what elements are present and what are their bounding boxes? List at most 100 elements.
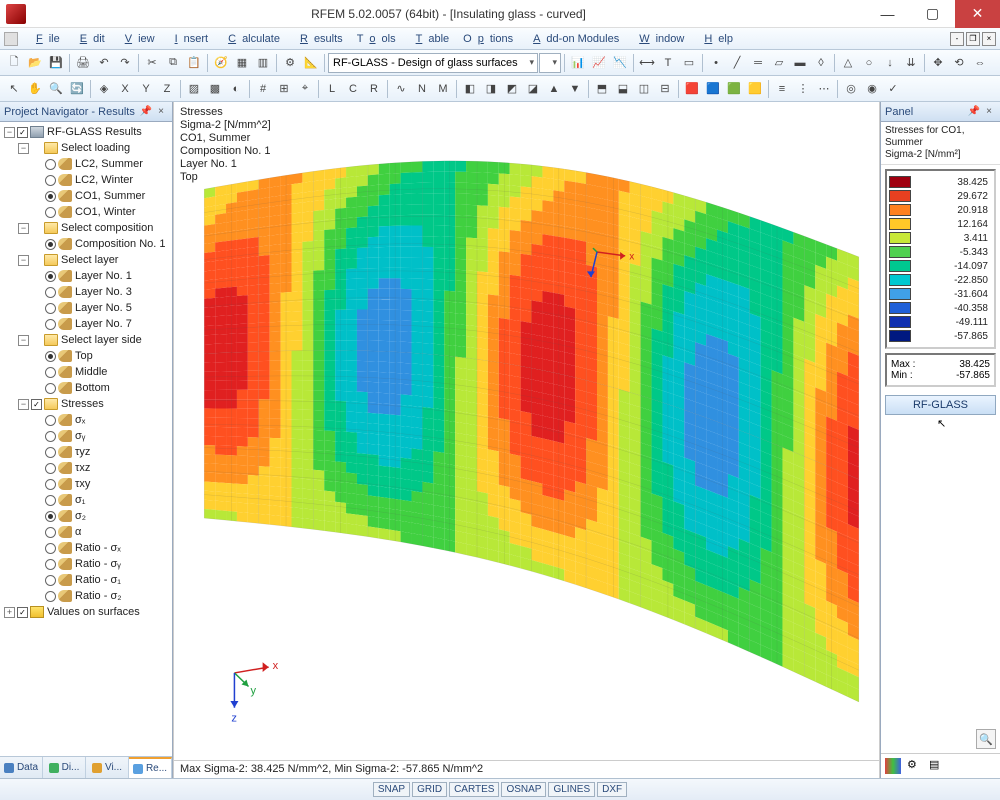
t1-icon[interactable]: ◧	[460, 79, 480, 99]
view-iso-icon[interactable]: ◈	[94, 79, 114, 99]
status-osnap[interactable]: OSNAP	[501, 782, 546, 797]
t2-icon[interactable]: ◨	[481, 79, 501, 99]
undo-icon[interactable]: ↶	[94, 53, 114, 73]
menu-insert[interactable]: Insert	[163, 31, 215, 47]
status-cartes[interactable]: CARTES	[449, 782, 499, 797]
rc-icon[interactable]: R	[364, 79, 384, 99]
t3-icon[interactable]: ◩	[502, 79, 522, 99]
t10-icon[interactable]: ⊟	[655, 79, 675, 99]
t4-icon[interactable]: ◪	[523, 79, 543, 99]
nav-close-icon[interactable]: ×	[154, 106, 168, 117]
t20-icon[interactable]: ✓	[883, 79, 903, 99]
move-icon[interactable]: ✥	[928, 53, 948, 73]
module-combo2[interactable]	[539, 53, 561, 73]
load2-icon[interactable]: ⇊	[901, 53, 921, 73]
surf-icon[interactable]: ▱	[769, 53, 789, 73]
t15-icon[interactable]: ≡	[772, 79, 792, 99]
new-icon[interactable]: 🗋	[4, 53, 24, 73]
nav-icon[interactable]: 🧭	[211, 53, 231, 73]
select-icon[interactable]: ↖	[4, 79, 24, 99]
nav-tab-re[interactable]: Re...	[129, 757, 172, 778]
solid-icon[interactable]: ▬	[790, 53, 810, 73]
dim-icon[interactable]: ⟷	[637, 53, 657, 73]
menu-results[interactable]: Results	[288, 31, 349, 47]
deform-icon[interactable]: ∿	[391, 79, 411, 99]
calc-icon[interactable]: ⚙	[280, 53, 300, 73]
pan-icon[interactable]: ✋	[25, 79, 45, 99]
t18-icon[interactable]: ◎	[841, 79, 861, 99]
viewport[interactable]: StressesSigma-2 [N/mm^2]CO1, SummerCompo…	[173, 102, 880, 778]
render-icon[interactable]: ▨	[184, 79, 204, 99]
axes-icon[interactable]: ⌖	[295, 79, 315, 99]
view-z-icon[interactable]: Z	[157, 79, 177, 99]
panel-pin-icon[interactable]: 📌	[966, 106, 982, 117]
viewport-canvas[interactable]: xxyz	[174, 102, 879, 760]
t14-icon[interactable]: 🟨	[745, 79, 765, 99]
num-icon[interactable]: #	[253, 79, 273, 99]
menu-tools[interactable]: Tools	[351, 31, 402, 47]
res3-icon[interactable]: 📉	[610, 53, 630, 73]
tool2-icon[interactable]: 📐	[301, 53, 321, 73]
gear-icon[interactable]: ⚙	[907, 758, 923, 774]
t6-icon[interactable]: ▼	[565, 79, 585, 99]
menu-addons[interactable]: Add-on Modules	[521, 31, 625, 47]
t16-icon[interactable]: ⋮	[793, 79, 813, 99]
rotate-icon[interactable]: 🔄	[67, 79, 87, 99]
lc-icon[interactable]: L	[322, 79, 342, 99]
module-combo[interactable]: RF-GLASS - Design of glass surfaces	[328, 53, 538, 73]
moment-icon[interactable]: M	[433, 79, 453, 99]
nav-tab-di[interactable]: Di...	[43, 757, 86, 778]
node-icon[interactable]: •	[706, 53, 726, 73]
tool-icon[interactable]: ▥	[253, 53, 273, 73]
menu-window[interactable]: Window	[627, 31, 690, 47]
palette-icon[interactable]	[885, 758, 901, 774]
t19-icon[interactable]: ◉	[862, 79, 882, 99]
status-dxf[interactable]: DXF	[597, 782, 627, 797]
layers-icon[interactable]: ▤	[929, 758, 945, 774]
t7-icon[interactable]: ⬒	[592, 79, 612, 99]
res-icon[interactable]: 📊	[568, 53, 588, 73]
panel-close-icon[interactable]: ×	[982, 106, 996, 117]
menu-options[interactable]: Options	[457, 31, 519, 47]
rf-glass-button[interactable]: RF-GLASS	[885, 395, 996, 415]
save-icon[interactable]: 💾	[46, 53, 66, 73]
minimize-button[interactable]: —	[865, 0, 910, 28]
dxf-icon[interactable]: ▭	[679, 53, 699, 73]
t9-icon[interactable]: ◫	[634, 79, 654, 99]
grid-icon[interactable]: ⊞	[274, 79, 294, 99]
rot-icon[interactable]: ⟲	[949, 53, 969, 73]
mirror-icon[interactable]: ⇔	[970, 53, 990, 73]
status-glines[interactable]: GLINES	[548, 782, 595, 797]
menu-help[interactable]: Help	[692, 31, 739, 47]
status-snap[interactable]: SNAP	[373, 782, 410, 797]
maximize-button[interactable]: ▢	[910, 0, 955, 28]
table-icon[interactable]: ▦	[232, 53, 252, 73]
nav-tab-vi[interactable]: Vi...	[86, 757, 129, 778]
menu-edit[interactable]: Edit	[68, 31, 111, 47]
copy-icon[interactable]: ⧉	[163, 53, 183, 73]
zoom-icon[interactable]: 🔍	[46, 79, 66, 99]
t5-icon[interactable]: ▲	[544, 79, 564, 99]
mdi-min-button[interactable]: -	[950, 32, 964, 46]
line-icon[interactable]: ╱	[727, 53, 747, 73]
nav-tab-data[interactable]: Data	[0, 757, 43, 778]
view-x-icon[interactable]: X	[115, 79, 135, 99]
open-icon[interactable]: 📂	[25, 53, 45, 73]
zoom-icon-btn[interactable]: 🔍	[976, 729, 996, 749]
t11-icon[interactable]: 🟥	[682, 79, 702, 99]
wf-icon[interactable]: ▩	[205, 79, 225, 99]
t12-icon[interactable]: 🟦	[703, 79, 723, 99]
redo-icon[interactable]: ↷	[115, 53, 135, 73]
res2-icon[interactable]: 📈	[589, 53, 609, 73]
pin-icon[interactable]: 📌	[138, 106, 154, 117]
support-icon[interactable]: △	[838, 53, 858, 73]
t8-icon[interactable]: ⬓	[613, 79, 633, 99]
menu-file[interactable]: File	[24, 31, 66, 47]
view-y-icon[interactable]: Y	[136, 79, 156, 99]
load-icon[interactable]: ↓	[880, 53, 900, 73]
status-grid[interactable]: GRID	[412, 782, 447, 797]
hinge-icon[interactable]: ○	[859, 53, 879, 73]
t17-icon[interactable]: ⋯	[814, 79, 834, 99]
menu-table[interactable]: Table	[404, 31, 456, 47]
close-button[interactable]: ✕	[955, 0, 1000, 28]
